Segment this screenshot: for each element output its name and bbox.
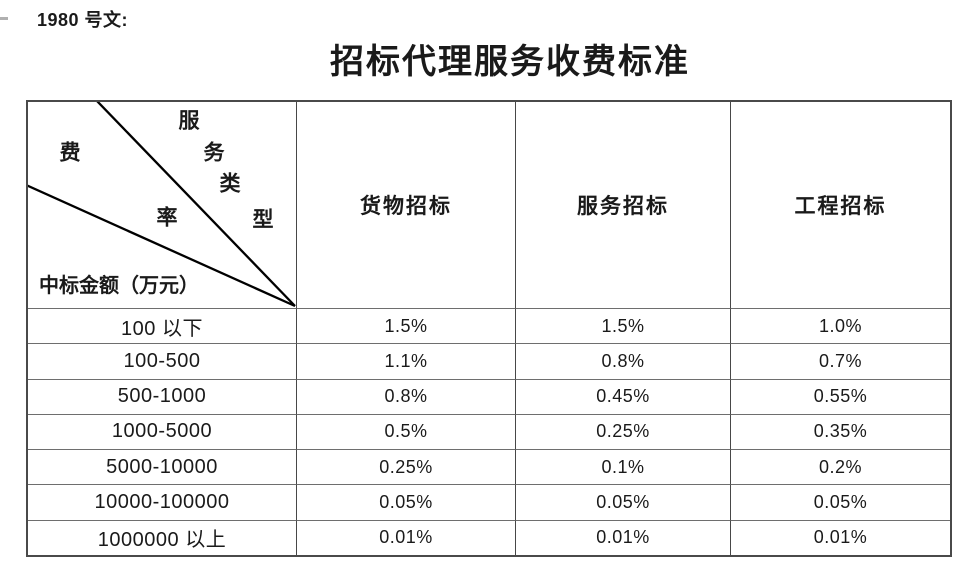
rate-cell: 0.05%	[296, 484, 515, 520]
service-type-char-4: 型	[252, 207, 274, 232]
service-type-char-1: 服	[178, 108, 200, 133]
amount-range-cell: 1000-5000	[28, 413, 296, 449]
scan-edge-artifact	[0, 17, 8, 20]
rate-cell: 0.35%	[730, 413, 950, 450]
fee-standard-table: 费 率 服 务 类 型 中标金额（万元） 货物招标 服务招标 工程招标 100 …	[26, 100, 952, 557]
rate-cell: 0.01%	[296, 519, 515, 555]
column-header-works-bidding: 工程招标	[730, 102, 950, 308]
rate-cell: 0.8%	[296, 378, 515, 414]
rate-cell: 0.1%	[515, 449, 730, 485]
amount-range-cell: 1000000 以上	[28, 519, 296, 555]
page-title: 招标代理服务收费标准	[330, 44, 690, 81]
rate-cell: 1.5%	[515, 308, 730, 344]
rate-cell: 0.25%	[515, 413, 730, 450]
service-type-char-2: 务	[203, 140, 225, 165]
amount-range-cell: 100-500	[28, 343, 296, 378]
column-header-service-bidding: 服务招标	[515, 102, 730, 308]
rate-cell: 1.0%	[730, 308, 950, 344]
rate-cell: 0.2%	[730, 449, 950, 485]
rate-cell: 0.8%	[515, 343, 730, 379]
rate-cell: 0.45%	[515, 378, 730, 414]
doc-number: 1980 号文:	[37, 10, 129, 30]
rate-cell: 0.7%	[730, 343, 950, 379]
rate-cell: 0.01%	[515, 519, 730, 555]
diagonal-divider-lines	[28, 102, 296, 308]
rate-cell: 0.25%	[296, 449, 515, 485]
fee-rate-char-1: 费	[59, 140, 81, 165]
rate-cell: 1.1%	[296, 343, 515, 379]
rate-cell: 0.01%	[730, 519, 950, 555]
service-type-char-3: 类	[219, 171, 241, 196]
amount-range-cell: 10000-100000	[28, 484, 296, 519]
amount-range-cell: 100 以下	[28, 308, 296, 343]
table-corner-cell: 费 率 服 务 类 型 中标金额（万元）	[28, 102, 296, 308]
bid-amount-axis-label: 中标金额（万元）	[39, 275, 199, 297]
amount-range-cell: 500-1000	[28, 378, 296, 414]
rate-cell: 0.05%	[515, 484, 730, 520]
rate-cell: 0.05%	[730, 484, 950, 520]
rate-cell: 0.55%	[730, 378, 950, 414]
fee-rate-char-2: 率	[156, 205, 178, 230]
rate-cell: 0.5%	[296, 413, 515, 450]
column-header-goods-bidding: 货物招标	[296, 102, 515, 308]
amount-range-cell: 5000-10000	[28, 449, 296, 484]
rate-cell: 1.5%	[296, 308, 515, 344]
